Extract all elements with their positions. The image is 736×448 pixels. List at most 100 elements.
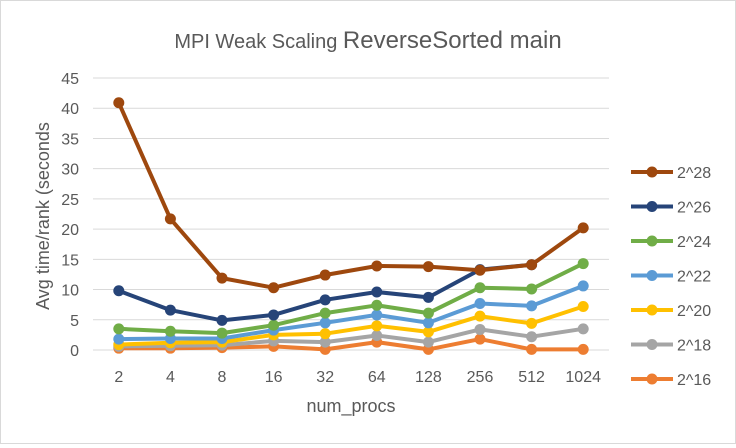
data-point <box>474 323 486 335</box>
data-point <box>422 336 434 348</box>
y-tick-label: 15 <box>61 252 79 269</box>
data-point <box>319 269 331 281</box>
data-point <box>577 300 589 312</box>
legend-swatch-marker <box>646 339 658 350</box>
series-line-2-24 <box>116 261 586 336</box>
data-point <box>577 343 589 355</box>
legend-swatch-marker <box>646 304 658 316</box>
x-tick-label: 32 <box>316 369 334 386</box>
y-tick-label: 35 <box>61 131 79 148</box>
y-tick-label: 0 <box>70 343 79 360</box>
x-tick-label: 16 <box>265 369 283 386</box>
data-point <box>474 282 486 294</box>
data-point <box>577 323 589 335</box>
data-point <box>474 310 486 322</box>
legend-item-2-28: 2^28 <box>631 165 711 182</box>
series-line-2-18 <box>116 326 586 349</box>
data-point <box>268 282 280 294</box>
data-point <box>526 300 538 312</box>
legend-item-2-26: 2^26 <box>631 200 711 217</box>
legend-item-2-16: 2^16 <box>631 372 711 389</box>
data-point <box>371 299 383 311</box>
y-axis-ticks: 0 5 10 15 20 25 30 35 40 45 <box>61 71 79 360</box>
series-line-2-28 <box>116 100 586 290</box>
legend-label: 2^18 <box>677 338 711 355</box>
series-2-28 <box>113 97 589 294</box>
x-tick-label: 8 <box>218 369 227 386</box>
data-point <box>577 222 589 234</box>
legend-swatch-marker <box>646 235 658 247</box>
data-point <box>268 319 280 331</box>
data-point <box>113 97 125 109</box>
data-point <box>319 294 331 306</box>
y-tick-label: 10 <box>61 283 79 300</box>
data-point <box>526 331 538 343</box>
data-point <box>216 314 228 326</box>
series-line-2-16 <box>116 337 586 352</box>
x-axis-title: num_procs <box>306 396 395 417</box>
y-tick-label: 25 <box>61 192 79 209</box>
y-axis-title: Avg time/rank (seconds <box>33 122 53 310</box>
legend-swatch-marker <box>646 201 658 212</box>
data-point <box>164 325 176 337</box>
x-tick-label: 1024 <box>565 369 601 386</box>
x-tick-label: 512 <box>518 369 545 386</box>
legend-item-2-24: 2^24 <box>631 234 711 251</box>
legend-item-2-22: 2^22 <box>631 269 711 286</box>
legend: 2^28 2^26 2^24 2^22 2^20 2^18 2^16 <box>631 165 711 389</box>
series-2-24 <box>113 258 589 339</box>
y-tick-label: 40 <box>61 101 79 118</box>
y-tick-label: 45 <box>61 71 79 88</box>
series-line-2-22 <box>116 283 586 342</box>
legend-label: 2^26 <box>677 200 711 217</box>
chart-title-part1: MPI Weak Scaling <box>174 31 343 53</box>
legend-swatch-marker <box>646 166 658 178</box>
data-point <box>319 307 331 319</box>
legend-item-2-20: 2^20 <box>631 303 711 320</box>
data-point <box>216 272 228 284</box>
data-point <box>577 280 589 292</box>
data-point <box>526 343 538 355</box>
data-point <box>474 297 486 309</box>
data-point <box>371 320 383 332</box>
data-point <box>371 260 383 272</box>
x-tick-label: 128 <box>415 369 442 386</box>
data-point <box>422 307 434 319</box>
data-point <box>268 309 280 321</box>
data-point <box>113 333 125 345</box>
chart-title: MPI Weak Scaling ReverseSorted main <box>174 27 561 54</box>
data-point <box>113 323 125 335</box>
data-point <box>526 283 538 295</box>
data-point <box>319 336 331 348</box>
data-point <box>577 258 589 270</box>
data-point <box>216 327 228 339</box>
data-point <box>319 328 331 340</box>
legend-label: 2^20 <box>677 303 711 320</box>
legend-label: 2^22 <box>677 269 711 286</box>
x-axis-ticks: 2 4 8 16 32 64 128 256 512 1024 <box>114 369 601 386</box>
x-tick-label: 256 <box>467 369 494 386</box>
series-lines <box>113 97 589 355</box>
chart-title-part2: ReverseSorted main <box>343 27 562 54</box>
legend-item-2-18: 2^18 <box>631 338 711 355</box>
x-tick-label: 2 <box>114 369 123 386</box>
legend-swatch-marker <box>646 373 658 385</box>
data-point <box>371 286 383 298</box>
x-tick-label: 64 <box>368 369 386 386</box>
legend-label: 2^16 <box>677 372 711 389</box>
y-tick-label: 5 <box>70 313 79 330</box>
legend-swatch-marker <box>646 270 658 281</box>
legend-label: 2^24 <box>677 234 711 251</box>
data-point <box>164 213 176 225</box>
data-point <box>526 259 538 271</box>
data-point <box>319 317 331 329</box>
data-point <box>164 304 176 316</box>
y-tick-label: 30 <box>61 162 79 179</box>
data-point <box>474 333 486 345</box>
x-tick-label: 4 <box>166 369 175 386</box>
gridlines <box>93 77 609 351</box>
data-point <box>422 291 434 303</box>
data-point <box>474 264 486 276</box>
